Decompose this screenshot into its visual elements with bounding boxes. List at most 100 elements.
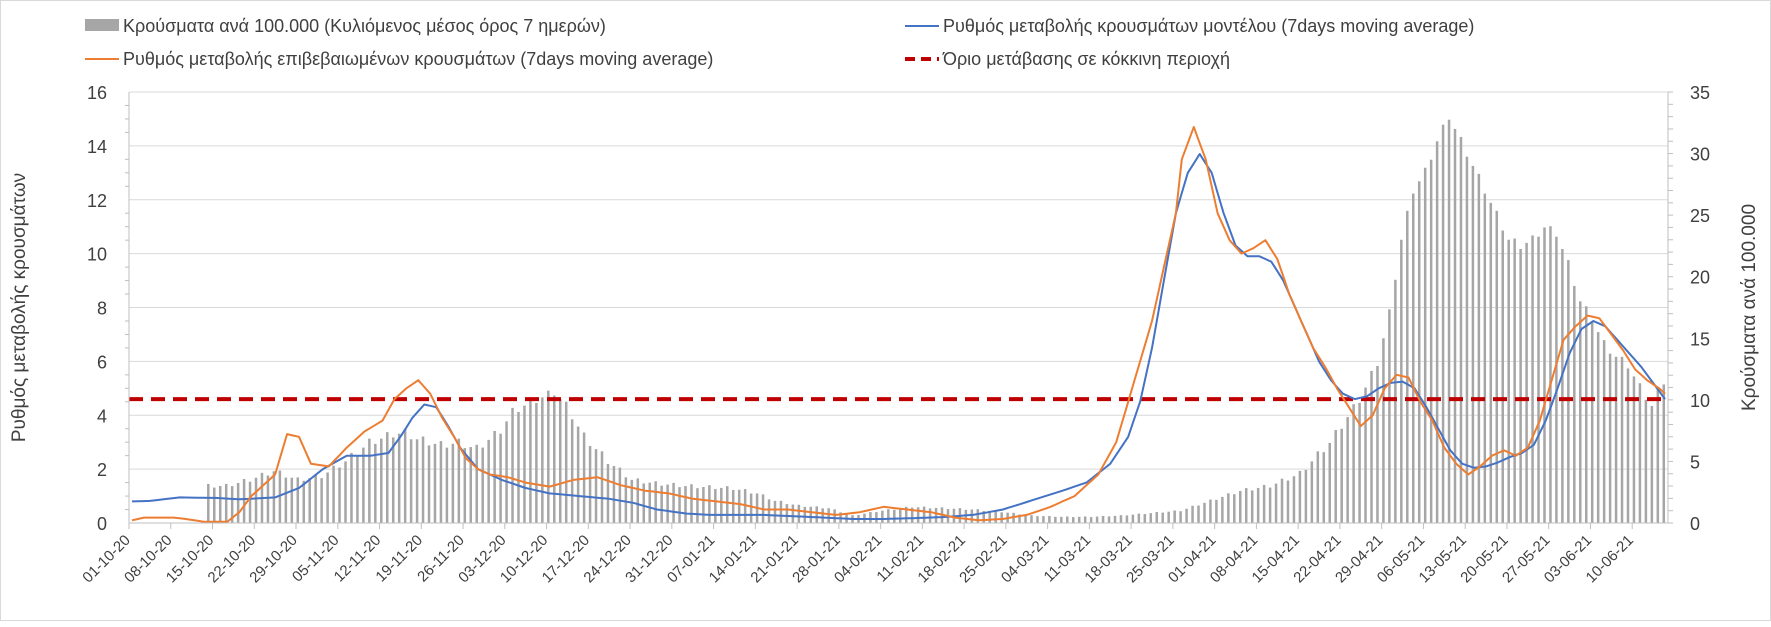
bar bbox=[1286, 480, 1290, 523]
bar bbox=[1161, 512, 1164, 523]
bar bbox=[1256, 488, 1260, 523]
bar bbox=[475, 444, 478, 523]
bar bbox=[564, 401, 568, 523]
bar bbox=[922, 506, 926, 523]
bar bbox=[1382, 338, 1385, 523]
left-tick-label: 10 bbox=[87, 245, 107, 265]
bar bbox=[1602, 340, 1606, 523]
bar bbox=[1179, 511, 1182, 523]
bar bbox=[1638, 383, 1642, 523]
bar bbox=[213, 487, 216, 523]
bar bbox=[433, 443, 437, 523]
bar bbox=[570, 419, 574, 523]
bar bbox=[266, 475, 270, 523]
right-tick-label: 35 bbox=[1690, 83, 1710, 103]
bar bbox=[487, 439, 490, 523]
bar bbox=[1429, 159, 1433, 523]
bar bbox=[1471, 165, 1475, 523]
bar bbox=[1632, 376, 1636, 523]
bar bbox=[1298, 470, 1302, 523]
bar bbox=[1185, 508, 1188, 523]
bar bbox=[1155, 512, 1159, 523]
confirmed-line bbox=[131, 126, 1666, 523]
right-tick-label: 25 bbox=[1690, 206, 1710, 226]
bar bbox=[362, 447, 365, 523]
bar bbox=[1167, 511, 1170, 523]
bar bbox=[1531, 235, 1534, 523]
bar bbox=[1095, 516, 1099, 523]
bar bbox=[708, 485, 711, 523]
bar bbox=[421, 436, 425, 523]
bar bbox=[916, 507, 920, 523]
bar bbox=[672, 482, 675, 523]
left-tick-label: 0 bbox=[97, 514, 107, 534]
bar bbox=[1352, 404, 1355, 523]
right-tick-label: 30 bbox=[1690, 145, 1710, 165]
bar bbox=[254, 477, 258, 523]
bar bbox=[887, 509, 890, 523]
bar bbox=[445, 447, 449, 523]
bar bbox=[1608, 353, 1612, 523]
right-axis-title: Κρούσματα ανά 100.000 bbox=[1739, 204, 1760, 411]
bar bbox=[1477, 173, 1481, 523]
bar bbox=[636, 478, 640, 523]
bar bbox=[314, 474, 317, 523]
bar bbox=[1233, 494, 1236, 523]
bar bbox=[1483, 193, 1487, 524]
bar bbox=[290, 477, 294, 523]
bar bbox=[1650, 406, 1654, 523]
bar bbox=[350, 452, 353, 523]
bar bbox=[368, 438, 371, 523]
bar bbox=[1537, 236, 1540, 523]
bar bbox=[1459, 136, 1463, 523]
bar bbox=[1280, 478, 1284, 523]
bar bbox=[344, 461, 347, 523]
bar bbox=[1268, 487, 1272, 523]
bar bbox=[1501, 230, 1504, 524]
bar bbox=[1191, 505, 1194, 523]
bar bbox=[1107, 516, 1111, 523]
bar bbox=[600, 451, 604, 523]
bar bbox=[224, 483, 228, 523]
bar bbox=[332, 465, 335, 523]
bar bbox=[1435, 141, 1439, 523]
left-tick-label: 12 bbox=[87, 191, 107, 211]
bar bbox=[1119, 515, 1123, 523]
bar bbox=[1495, 210, 1499, 523]
bar bbox=[1340, 428, 1343, 523]
bar bbox=[994, 510, 997, 523]
bar bbox=[439, 441, 443, 523]
bar bbox=[1173, 510, 1176, 523]
bar bbox=[1244, 488, 1248, 523]
left-tick-label: 6 bbox=[97, 352, 107, 372]
bar bbox=[230, 486, 234, 523]
bar bbox=[1626, 368, 1630, 523]
bar bbox=[899, 508, 902, 523]
bar bbox=[338, 467, 341, 523]
bar bbox=[1316, 451, 1320, 523]
bar bbox=[1376, 365, 1379, 523]
bar bbox=[1489, 202, 1493, 524]
bar bbox=[1203, 502, 1206, 523]
bar bbox=[1549, 226, 1552, 523]
bar bbox=[1364, 387, 1367, 523]
bar bbox=[630, 479, 634, 523]
bar bbox=[1239, 490, 1242, 523]
bar bbox=[326, 472, 329, 523]
bar bbox=[749, 493, 753, 523]
bar bbox=[451, 443, 455, 523]
bar bbox=[517, 411, 520, 523]
bar bbox=[415, 439, 419, 523]
legend: Κρούσματα ανά 100.000 (Κυλιόμενος μέσος … bbox=[85, 16, 1474, 69]
bar bbox=[594, 449, 598, 523]
bar bbox=[737, 489, 741, 523]
bar bbox=[391, 437, 395, 523]
bar bbox=[1662, 384, 1666, 523]
bar bbox=[529, 398, 532, 523]
bar bbox=[535, 402, 538, 523]
bar bbox=[284, 477, 288, 523]
bar bbox=[588, 446, 592, 523]
bar bbox=[248, 481, 252, 523]
bar bbox=[1042, 516, 1045, 523]
bar bbox=[1358, 402, 1361, 523]
